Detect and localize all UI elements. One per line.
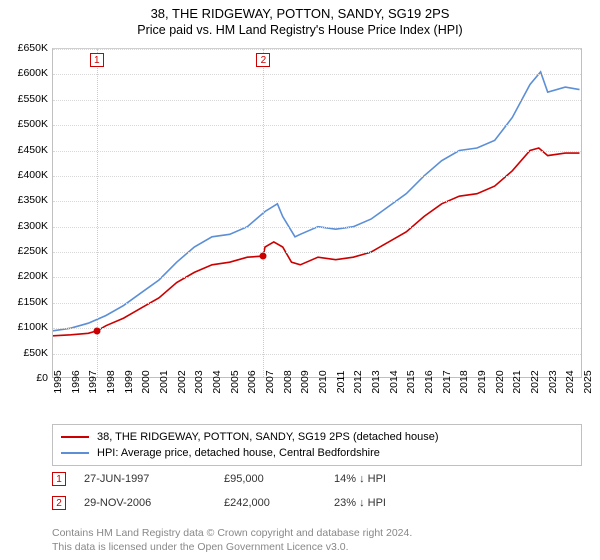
x-tick-label: 1995 — [52, 370, 64, 393]
x-tick-label: 2011 — [335, 371, 347, 394]
gridline — [53, 100, 581, 101]
sale-1-date: 27-JUN-1997 — [84, 473, 224, 485]
x-tick-label: 2012 — [352, 370, 364, 393]
x-tick-label: 2007 — [264, 370, 276, 393]
sale-2-price: £242,000 — [224, 497, 334, 509]
sale-1-price: £95,000 — [224, 473, 334, 485]
sale-2-date: 29-NOV-2006 — [84, 497, 224, 509]
legend: 38, THE RIDGEWAY, POTTON, SANDY, SG19 2P… — [52, 424, 582, 466]
x-tick-label: 2015 — [405, 370, 417, 393]
x-tick-label: 2021 — [511, 370, 523, 393]
x-tick-label: 2004 — [211, 370, 223, 393]
sale-dot — [260, 253, 267, 260]
gridline — [53, 277, 581, 278]
x-tick-label: 2020 — [494, 370, 506, 393]
gridline — [53, 354, 581, 355]
down-arrow-icon: ↓ — [359, 497, 365, 509]
y-tick-label: £200K — [18, 270, 48, 282]
page-title: 38, THE RIDGEWAY, POTTON, SANDY, SG19 2P… — [0, 6, 600, 21]
y-tick-label: £550K — [18, 93, 48, 105]
sale-marker-box: 1 — [90, 53, 104, 67]
y-tick-label: £150K — [18, 296, 48, 308]
x-tick-label: 2013 — [370, 370, 382, 393]
x-tick-label: 2002 — [176, 370, 188, 393]
x-tick-label: 2025 — [582, 370, 594, 393]
legend-row: 38, THE RIDGEWAY, POTTON, SANDY, SG19 2P… — [61, 429, 573, 445]
plot-area: 12 — [52, 48, 582, 378]
sale-row-1: 1 27-JUN-1997 £95,000 14% ↓ HPI — [52, 472, 582, 486]
gridline — [53, 49, 581, 50]
legend-swatch — [61, 436, 89, 438]
gridline — [53, 74, 581, 75]
sale-vline — [263, 49, 264, 377]
sale-marker-2-box: 2 — [52, 496, 66, 510]
legend-label: 38, THE RIDGEWAY, POTTON, SANDY, SG19 2P… — [97, 431, 439, 443]
x-tick-label: 2016 — [423, 370, 435, 393]
y-tick-label: £0 — [36, 372, 48, 384]
x-tick-label: 1996 — [70, 370, 82, 393]
y-tick-label: £650K — [18, 42, 48, 54]
y-tick-label: £100K — [18, 321, 48, 333]
gridline — [53, 303, 581, 304]
x-tick-label: 2005 — [229, 370, 241, 393]
sale-row-2: 2 29-NOV-2006 £242,000 23% ↓ HPI — [52, 496, 582, 510]
legend-row: HPI: Average price, detached house, Cent… — [61, 445, 573, 461]
gridline — [53, 201, 581, 202]
x-tick-label: 2009 — [299, 370, 311, 393]
sale-marker-1-box: 1 — [52, 472, 66, 486]
y-tick-label: £50K — [23, 347, 48, 359]
x-tick-label: 2023 — [547, 370, 559, 393]
footer-line-1: Contains HM Land Registry data © Crown c… — [52, 526, 582, 540]
sale-marker-box: 2 — [256, 53, 270, 67]
x-tick-label: 2018 — [458, 370, 470, 393]
page-subtitle: Price paid vs. HM Land Registry's House … — [0, 23, 600, 37]
footer-line-2: This data is licensed under the Open Gov… — [52, 540, 582, 554]
x-tick-label: 1998 — [105, 370, 117, 393]
chart: 12 £0£50K£100K£150K£200K£250K£300K£350K£… — [52, 48, 582, 378]
x-tick-label: 2003 — [193, 370, 205, 393]
sale-dot — [93, 327, 100, 334]
gridline — [53, 176, 581, 177]
y-tick-label: £250K — [18, 245, 48, 257]
legend-swatch — [61, 452, 89, 454]
x-tick-label: 2017 — [441, 370, 453, 393]
gridline — [53, 252, 581, 253]
x-tick-label: 2022 — [529, 370, 541, 393]
x-tick-label: 2006 — [246, 370, 258, 393]
y-tick-label: £300K — [18, 220, 48, 232]
chart-lines — [53, 49, 583, 379]
x-tick-label: 1999 — [123, 370, 135, 393]
gridline — [53, 227, 581, 228]
sale-1-pct: 14% ↓ HPI — [334, 473, 434, 485]
gridline — [53, 125, 581, 126]
x-tick-label: 2000 — [140, 370, 152, 393]
x-tick-label: 2010 — [317, 370, 329, 393]
x-tick-label: 2008 — [282, 370, 294, 393]
down-arrow-icon: ↓ — [359, 473, 365, 485]
footer: Contains HM Land Registry data © Crown c… — [52, 526, 582, 554]
y-tick-label: £600K — [18, 67, 48, 79]
y-tick-label: £450K — [18, 144, 48, 156]
x-tick-label: 2019 — [476, 370, 488, 393]
y-tick-label: £500K — [18, 118, 48, 130]
x-tick-label: 2001 — [158, 370, 170, 393]
x-tick-label: 2014 — [388, 370, 400, 393]
sale-2-pct: 23% ↓ HPI — [334, 497, 434, 509]
gridline — [53, 328, 581, 329]
y-tick-label: £400K — [18, 169, 48, 181]
y-tick-label: £350K — [18, 194, 48, 206]
legend-label: HPI: Average price, detached house, Cent… — [97, 447, 380, 459]
gridline — [53, 151, 581, 152]
x-tick-label: 2024 — [564, 370, 576, 393]
x-tick-label: 1997 — [87, 370, 99, 393]
